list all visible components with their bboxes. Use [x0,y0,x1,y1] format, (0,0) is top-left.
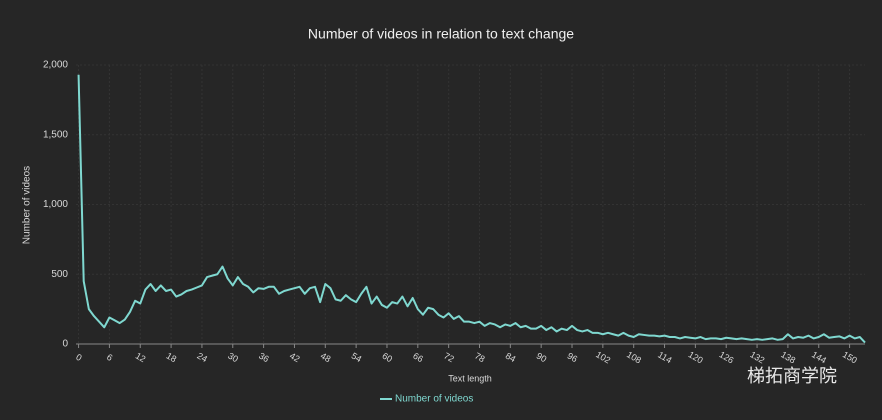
x-tick-label: 60 [380,351,394,365]
x-tick-label: 42 [288,351,302,365]
x-tick-label: 66 [411,351,425,365]
x-tick-label: 54 [350,351,364,365]
x-tick-label: 24 [195,351,209,365]
x-tick-label: 12 [134,351,148,365]
x-tick-label: 84 [504,351,518,365]
y-tick-label: 1,500 [43,129,68,140]
y-tick-label: 1,000 [43,199,68,210]
x-tick-label: 30 [226,351,240,365]
y-tick-label: 500 [51,269,68,280]
chart-title: Number of videos in relation to text cha… [308,26,574,42]
x-tick-label: 72 [442,351,456,365]
x-tick-label: 0 [74,352,83,363]
x-axis-label: Text length [448,373,492,383]
x-tick-label: 90 [535,351,549,365]
watermark: 梯拓商学院 [747,366,837,386]
y-tick-label: 0 [62,339,68,350]
x-tick-label: 18 [165,351,179,365]
x-tick-label: 48 [319,351,333,365]
y-axis-label: Number of videos [22,166,33,244]
x-tick-label: 6 [105,352,114,363]
x-tick-label: 78 [473,351,487,365]
legend-label: Number of videos [395,394,473,405]
y-tick-label: 2,000 [43,60,68,71]
line [77,74,866,344]
x-tick-label: 96 [565,351,579,365]
x-tick-label: 36 [257,351,271,365]
